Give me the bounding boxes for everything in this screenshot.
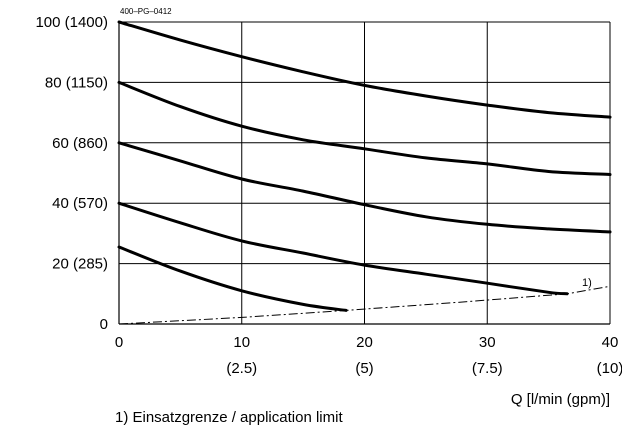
- series-line-1: [117, 20, 612, 119]
- x-tick-sublabel-1: (2.5): [226, 360, 257, 377]
- drawing-code: 400–PG–0412: [120, 7, 172, 16]
- series-line-5: [117, 245, 348, 312]
- x-tick-sublabel-4: (10): [597, 360, 622, 377]
- series-line-3: [117, 141, 612, 234]
- x-tick-label-1: 10: [233, 334, 250, 351]
- series-group: [117, 20, 612, 312]
- y-tick-label-1: 20 (285): [52, 256, 108, 273]
- y-tick-label-5: 100 (1400): [35, 14, 108, 31]
- tick-labels: 020 (285)40 (570)60 (860)80 (1150)100 (1…: [35, 14, 622, 377]
- x-tick-label-3: 30: [479, 334, 496, 351]
- x-axis-label: Q [l/min (gpm)]: [511, 391, 610, 408]
- x-tick-label-2: 20: [356, 334, 373, 351]
- limit-marker: 1): [582, 277, 592, 289]
- application-limit-group: [118, 285, 611, 325]
- x-tick-label-4: 40: [602, 334, 619, 351]
- x-tick-label-0: 0: [115, 334, 123, 351]
- x-tick-sublabel-3: (7.5): [472, 360, 503, 377]
- y-tick-label-3: 60 (860): [52, 135, 108, 152]
- y-tick-label-4: 80 (1150): [45, 74, 108, 91]
- x-tick-sublabel-2: (5): [355, 360, 373, 377]
- footnote: 1) Einsatzgrenze / application limit: [115, 409, 343, 426]
- y-tick-label-2: 40 (570): [52, 195, 108, 212]
- application-limit-line: [118, 285, 611, 325]
- y-tick-label-0: 0: [100, 316, 108, 333]
- grid: [119, 21, 611, 324]
- series-line-4: [117, 201, 569, 296]
- axes: [118, 21, 610, 325]
- series-line-2: [117, 80, 612, 176]
